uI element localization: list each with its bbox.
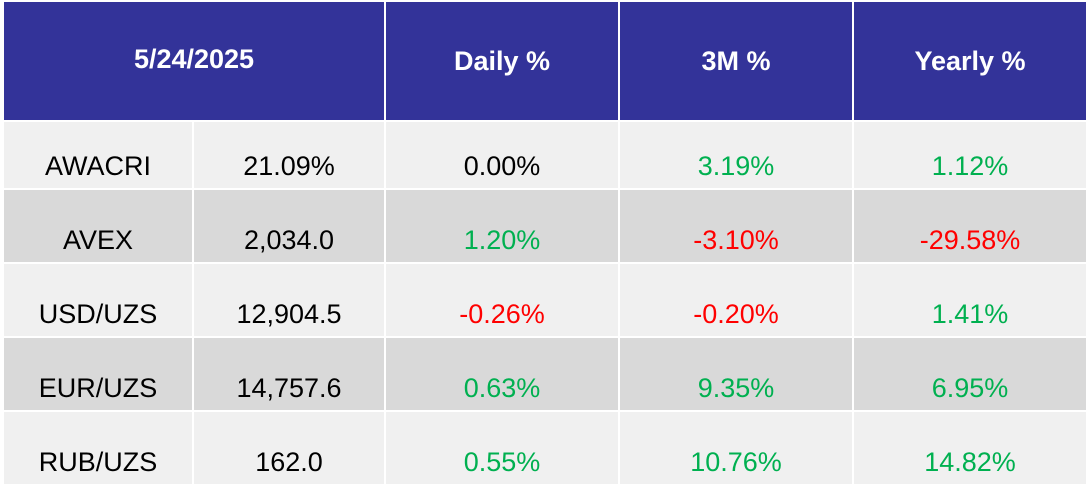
3m-change: 10.76% [618, 410, 854, 484]
instrument-value: 21.09% [192, 120, 386, 189]
instrument-name: EUR/UZS [2, 336, 194, 411]
table-row: RUB/UZS 162.0 0.55% 10.76% 14.82% [2, 410, 1088, 484]
table-row: AWACRI 21.09% 0.00% 3.19% 1.12% [2, 120, 1088, 189]
daily-change: 0.00% [384, 120, 620, 189]
yearly-header: Yearly % [852, 2, 1088, 121]
table-row: USD/UZS 12,904.5 -0.26% -0.20% 1.41% [2, 262, 1088, 337]
market-data-table: 5/24/2025 Daily % 3M % Yearly % AWACRI 2… [2, 2, 1088, 484]
instrument-name: RUB/UZS [2, 410, 194, 484]
table-row: EUR/UZS 14,757.6 0.63% 9.35% 6.95% [2, 336, 1088, 411]
yearly-change: 6.95% [852, 336, 1088, 411]
3m-change: 3.19% [618, 120, 854, 189]
header-row: 5/24/2025 Daily % 3M % Yearly % [2, 2, 1088, 121]
instrument-value: 162.0 [192, 410, 386, 484]
date-header: 5/24/2025 [2, 2, 386, 121]
instrument-value: 2,034.0 [192, 188, 386, 263]
table-row: AVEX 2,034.0 1.20% -3.10% -29.58% [2, 188, 1088, 263]
3m-change: -0.20% [618, 262, 854, 337]
yearly-change: 1.12% [852, 120, 1088, 189]
instrument-value: 12,904.5 [192, 262, 386, 337]
instrument-name: USD/UZS [2, 262, 194, 337]
daily-change: -0.26% [384, 262, 620, 337]
yearly-change: 14.82% [852, 410, 1088, 484]
3m-change: -3.10% [618, 188, 854, 263]
daily-change: 1.20% [384, 188, 620, 263]
daily-change: 0.63% [384, 336, 620, 411]
yearly-change: -29.58% [852, 188, 1088, 263]
instrument-name: AWACRI [2, 120, 194, 189]
table-body: AWACRI 21.09% 0.00% 3.19% 1.12% AVEX 2,0… [2, 120, 1088, 484]
instrument-value: 14,757.6 [192, 336, 386, 411]
daily-header: Daily % [384, 2, 620, 121]
daily-change: 0.55% [384, 410, 620, 484]
yearly-change: 1.41% [852, 262, 1088, 337]
3m-header: 3M % [618, 2, 854, 121]
3m-change: 9.35% [618, 336, 854, 411]
instrument-name: AVEX [2, 188, 194, 263]
